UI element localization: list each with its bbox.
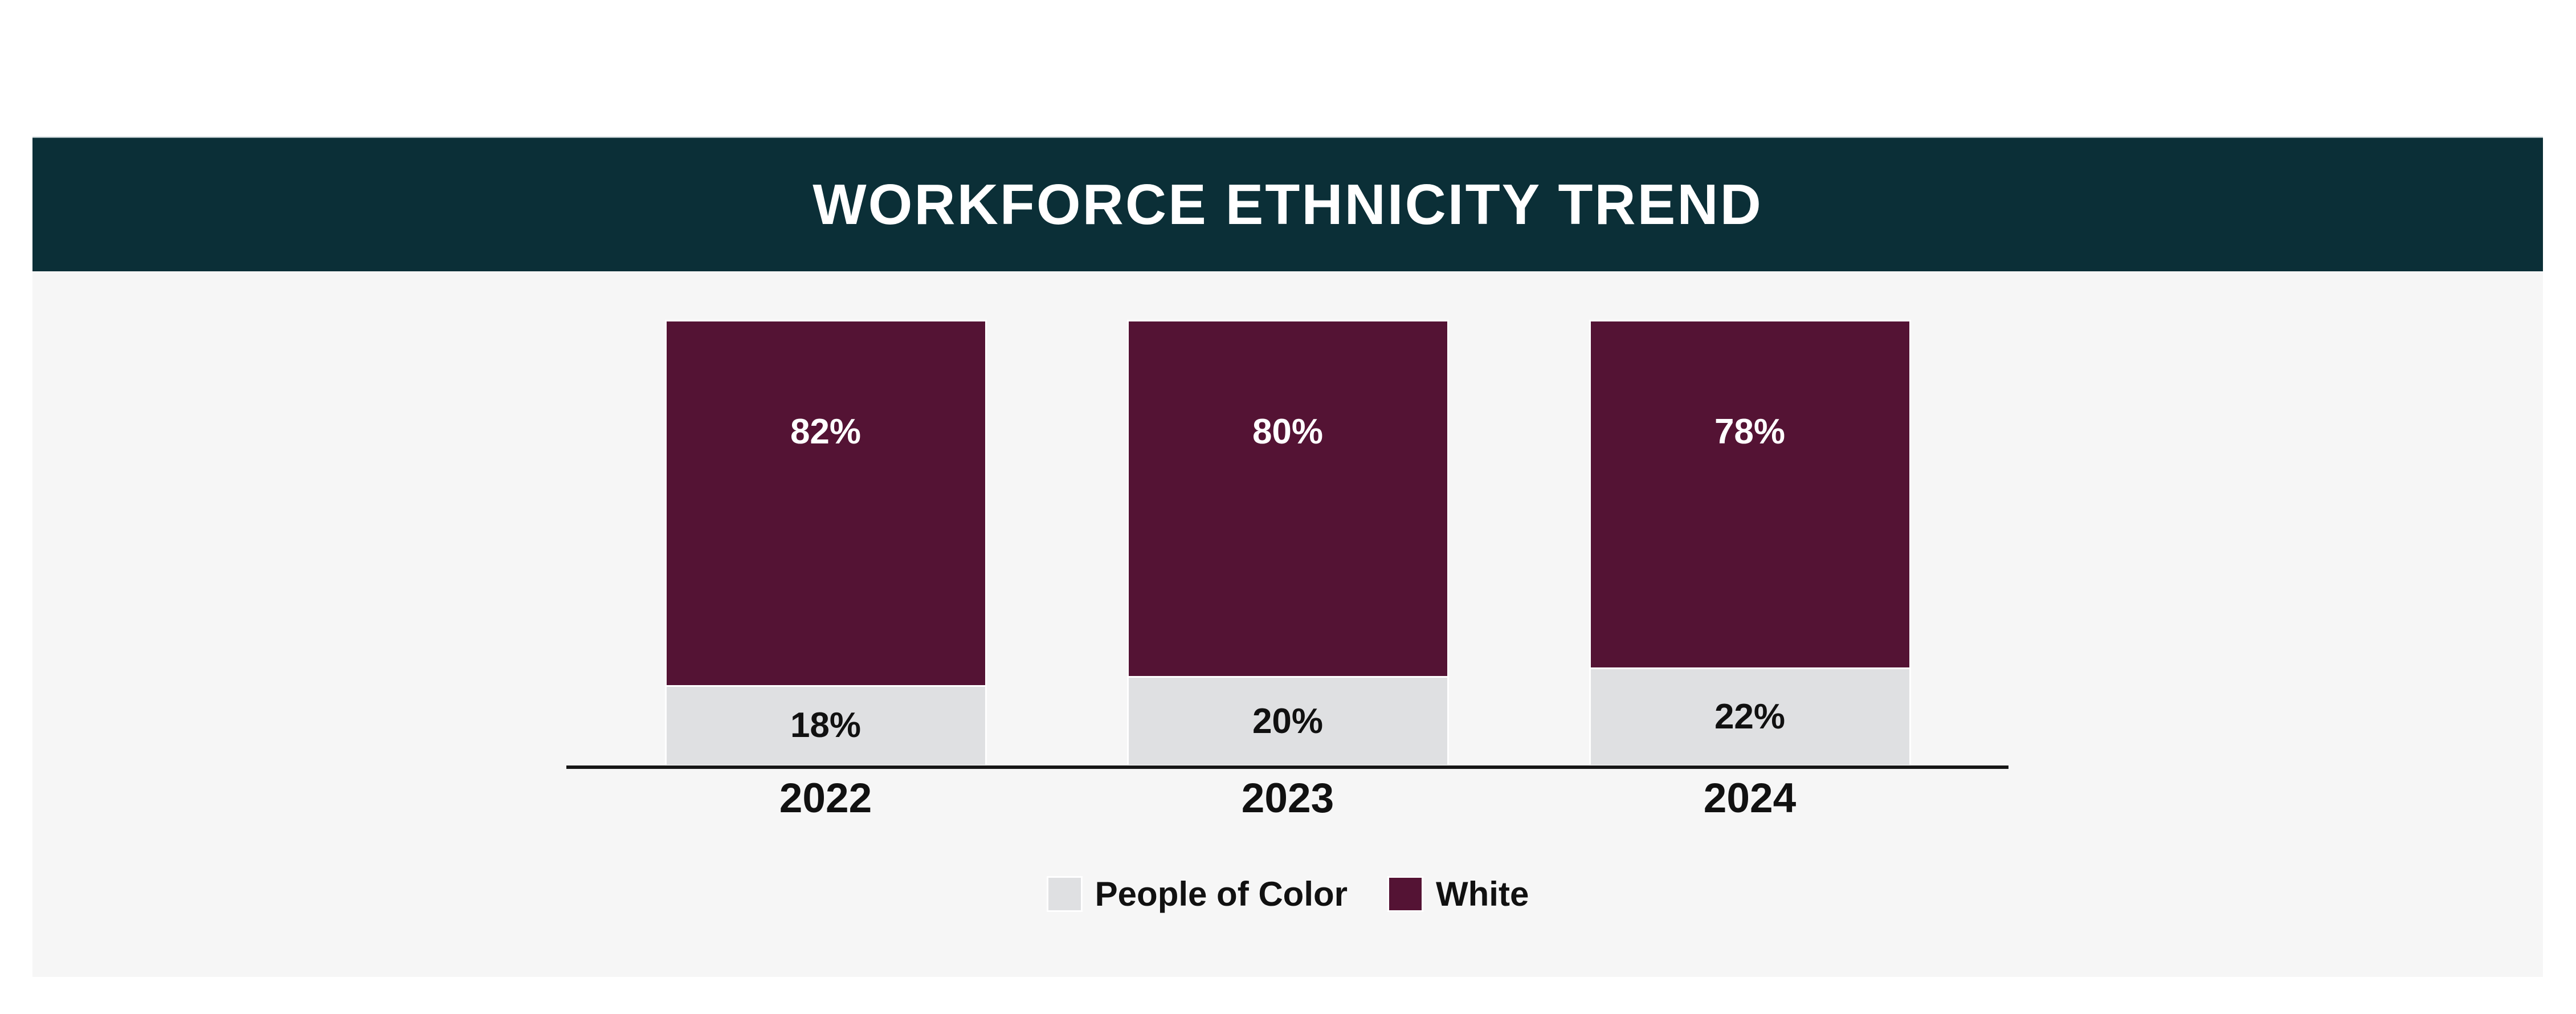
value-label-people-of-color-2024: 22% <box>1714 697 1786 736</box>
value-label-people-of-color-2022: 18% <box>790 706 862 746</box>
bar-2024: 78% 22% <box>1589 320 1911 767</box>
x-axis-line <box>566 765 2008 769</box>
value-label-white-2023: 80% <box>1252 412 1324 451</box>
chart-title: WORKFORCE ETHNICITY TREND <box>813 172 1763 237</box>
legend-swatch-people-of-color <box>1046 876 1083 912</box>
legend-label-people-of-color: People of Color <box>1095 874 1348 913</box>
segment-white-2023: 80% <box>1128 321 1447 677</box>
chart-card: WORKFORCE ETHNICITY TREND 82% 18% 80% 20% 78… <box>32 137 2543 977</box>
bar-2022: 82% 18% <box>664 320 987 767</box>
legend-swatch-white <box>1387 876 1424 912</box>
segment-people-of-color-2024: 22% <box>1590 667 1909 765</box>
x-axis-label-2023: 2023 <box>1241 775 1334 821</box>
segment-people-of-color-2022: 18% <box>666 685 985 765</box>
chart-panel: 82% 18% 80% 20% 78% 22% 2022 2023 2024 People o… <box>32 271 2543 977</box>
x-axis-labels: 2022 2023 2024 <box>32 777 2543 819</box>
segment-white-2024: 78% <box>1590 321 1909 667</box>
segment-people-of-color-2023: 20% <box>1128 676 1447 765</box>
bars-row: 82% 18% 80% 20% 78% 22% <box>32 320 2543 767</box>
legend-label-white: White <box>1436 874 1529 913</box>
segment-white-2022: 82% <box>666 321 985 685</box>
bar-2023: 80% 20% <box>1126 320 1449 767</box>
value-label-people-of-color-2023: 20% <box>1252 701 1324 741</box>
chart-header: WORKFORCE ETHNICITY TREND <box>32 137 2543 271</box>
value-label-white-2024: 78% <box>1714 412 1786 451</box>
value-label-white-2022: 82% <box>790 412 862 451</box>
x-axis-label-2024: 2024 <box>1703 775 1797 821</box>
legend: People of Color White <box>32 876 2543 912</box>
legend-item-white: White <box>1387 876 1529 912</box>
legend-item-people-of-color: People of Color <box>1046 874 1348 913</box>
x-axis-label-2022: 2022 <box>779 775 872 821</box>
